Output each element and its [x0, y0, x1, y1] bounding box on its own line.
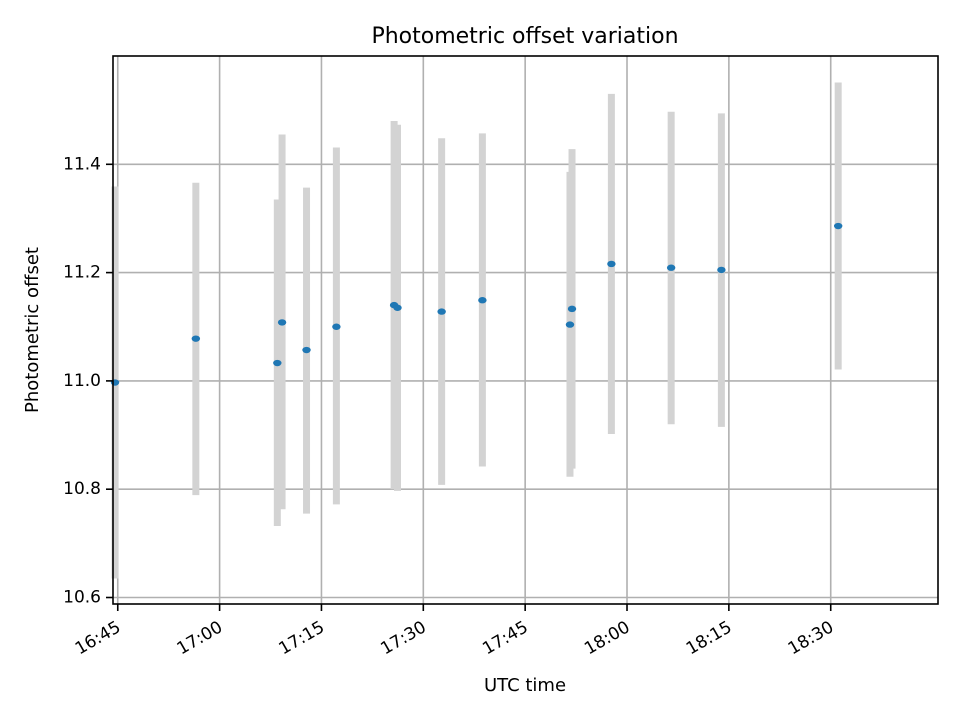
- data-point: [717, 266, 726, 274]
- data-point: [666, 264, 676, 271]
- y-tick-label: 10.6: [63, 588, 101, 608]
- y-tick-label: 11.4: [63, 154, 101, 174]
- data-point: [833, 222, 843, 230]
- x-tick-label: 18:00: [581, 617, 633, 659]
- data-point: [393, 304, 402, 311]
- chart-title: Photometric offset variation: [371, 24, 678, 49]
- x-tick-label: 18:15: [683, 617, 735, 659]
- data-point: [191, 335, 201, 342]
- data-point: [565, 321, 575, 328]
- y-tick-label: 10.8: [63, 479, 101, 499]
- x-axis-label: UTC time: [484, 675, 566, 696]
- x-tick-label: 17:30: [377, 617, 429, 659]
- y-tick-label: 11.2: [63, 263, 101, 283]
- x-tick-label: 17:00: [174, 617, 226, 659]
- y-axis-label: Photometric offset: [22, 247, 43, 413]
- data-point: [567, 305, 577, 313]
- data-point: [332, 323, 341, 330]
- x-tick-label: 18:30: [785, 617, 837, 659]
- data-point: [478, 297, 487, 304]
- data-point: [607, 260, 616, 268]
- error-bars: [111, 82, 842, 579]
- data-point: [277, 319, 287, 326]
- y-tick-label: 11.0: [63, 371, 101, 391]
- x-tick-label: 17:45: [479, 617, 531, 659]
- data-point: [302, 346, 311, 354]
- data-points: [110, 222, 843, 386]
- gridlines: [113, 56, 938, 604]
- x-tick-label: 16:45: [72, 617, 124, 659]
- x-tick-label: 17:15: [276, 617, 328, 659]
- data-point: [273, 359, 282, 367]
- data-point: [437, 308, 446, 315]
